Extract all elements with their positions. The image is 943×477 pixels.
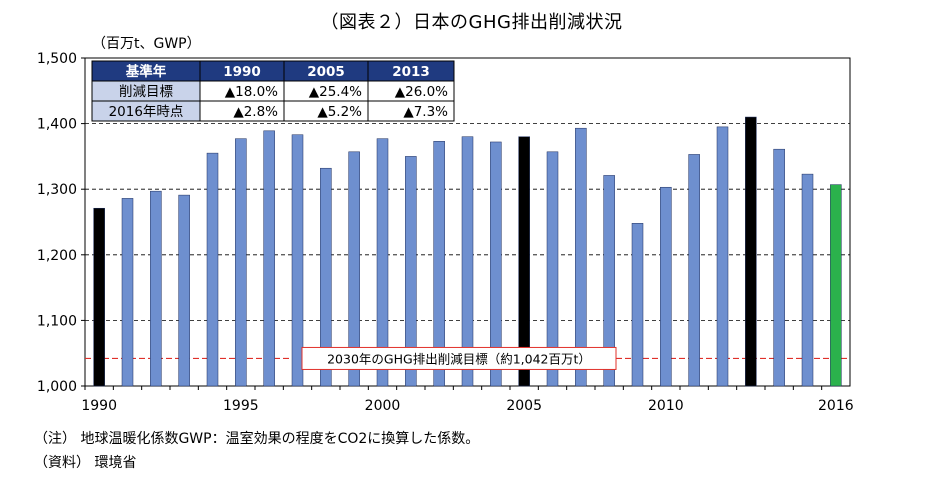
x-tick-label: 2000 <box>365 398 401 414</box>
bar <box>178 194 190 387</box>
bar <box>150 190 162 387</box>
table-header-cell: 1990 <box>223 64 261 80</box>
x-tick-label: 2010 <box>648 398 684 414</box>
bar <box>575 127 587 387</box>
table-cell: ▲26.0% <box>395 84 448 100</box>
table-header-cell: 2013 <box>392 64 430 80</box>
x-tick-label: 1990 <box>81 398 117 414</box>
table-row-label: 2016年時点 <box>109 104 184 120</box>
bar <box>291 134 304 387</box>
footnote: （注） 地球温暖化係数GWP：温室効果の程度をCO2に換算した係数。 <box>34 431 480 447</box>
bar <box>830 184 842 387</box>
table-cell-bg <box>367 100 455 122</box>
table-cell: ▲7.3% <box>403 104 448 120</box>
table-row-label: 削減目標 <box>119 83 173 100</box>
y-axis-unit-label: （百万t、GWP） <box>92 36 201 52</box>
table-cell: ▲5.2% <box>317 104 362 120</box>
table-header-cell: 基準年 <box>126 63 167 80</box>
bar <box>490 141 502 387</box>
bar-chart: 1,000 1,100 1,200 1,300 1,400 1,500 1990 1995 20… <box>37 51 854 414</box>
bar <box>376 138 389 387</box>
table-header-cell: 2005 <box>307 64 345 80</box>
bar <box>716 126 729 387</box>
y-tick-label: 1,500 <box>37 51 77 67</box>
bar <box>433 141 445 387</box>
y-tick-label: 1,100 <box>37 313 77 329</box>
reduction-table: 基準年 1990 2005 2013 削減目標 ▲18.0% ▲25.4% ▲26.0% 201… <box>91 60 455 122</box>
bar <box>93 207 105 387</box>
bar <box>461 136 474 387</box>
table-cell: ▲2.8% <box>233 104 278 120</box>
axes: 1,000 1,100 1,200 1,300 1,400 1,500 1990 1995 20… <box>37 51 854 414</box>
bar <box>206 152 219 387</box>
bars <box>93 116 842 387</box>
bar <box>121 198 134 387</box>
x-tick-label: 2016 <box>818 398 854 414</box>
y-tick-label: 1,200 <box>37 248 77 264</box>
chart-title: （図表２）日本のGHG排出削減状況 <box>320 12 623 33</box>
bar <box>631 223 644 387</box>
bar <box>603 175 615 387</box>
bar <box>405 156 417 387</box>
bar <box>263 130 275 387</box>
x-tick-label: 1995 <box>223 398 259 414</box>
target-label-group: 2030年のGHG排出削減目標（約1,042百万t） <box>301 346 617 370</box>
bar <box>320 167 332 387</box>
bar <box>518 136 530 387</box>
bar <box>660 186 672 387</box>
bar <box>801 173 814 387</box>
target-label-box <box>301 346 617 370</box>
target-label: 2030年のGHG排出削減目標（約1,042百万t） <box>327 351 591 366</box>
y-tick-label: 1,400 <box>37 117 77 133</box>
bar <box>745 116 757 387</box>
bar <box>348 151 360 387</box>
bar <box>773 148 785 387</box>
bar <box>546 151 559 387</box>
source-note: （資料） 環境省 <box>34 455 137 471</box>
bar <box>688 154 700 387</box>
y-tick-label: 1,300 <box>37 182 77 198</box>
x-tick-label: 2005 <box>506 398 542 414</box>
table-cell: ▲18.0% <box>225 84 278 100</box>
table-cell: ▲25.4% <box>309 84 362 100</box>
bar <box>235 138 247 387</box>
y-tick-label: 1,000 <box>37 379 77 395</box>
